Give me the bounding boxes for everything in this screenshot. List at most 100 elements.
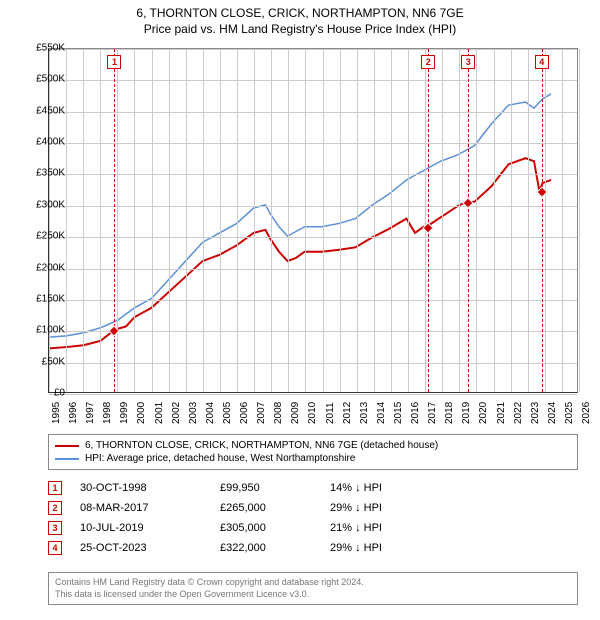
gridline-v: [528, 49, 529, 392]
event-price: £99,950: [220, 482, 330, 494]
event-table-row: 310-JUL-2019£305,00021% ↓ HPI: [48, 518, 578, 538]
event-date: 08-MAR-2017: [80, 502, 220, 514]
x-axis-label: 2013: [359, 402, 370, 424]
event-date: 25-OCT-2023: [80, 542, 220, 554]
x-axis-label: 2018: [444, 402, 455, 424]
event-table-row: 4 25-OCT-2023£322,00029% ↓ HPI: [48, 538, 578, 558]
x-axis-label: 2017: [427, 402, 438, 424]
gridline-v: [237, 49, 238, 392]
y-axis-label: £100K: [36, 325, 65, 336]
title-block: 6, THORNTON CLOSE, CRICK, NORTHAMPTON, N…: [0, 0, 600, 38]
chart-svg: [49, 49, 577, 392]
x-axis-label: 2001: [154, 402, 165, 424]
gridline-h: [49, 80, 577, 81]
gridline-h: [49, 394, 577, 395]
event-num: 1: [48, 481, 62, 495]
gridline-v: [442, 49, 443, 392]
gridline-h: [49, 237, 577, 238]
event-diff: 29% ↓ HPI: [330, 502, 440, 514]
gridline-v: [134, 49, 135, 392]
event-diff: 29% ↓ HPI: [330, 542, 440, 554]
legend-label: HPI: Average price, detached house, West…: [85, 453, 355, 464]
x-axis-label: 2022: [513, 402, 524, 424]
chart-plot-area: 1234: [48, 48, 578, 393]
legend-row: 6, THORNTON CLOSE, CRICK, NORTHAMPTON, N…: [55, 439, 571, 452]
y-axis-label: £0: [54, 388, 65, 399]
gridline-v: [408, 49, 409, 392]
chart-container: 6, THORNTON CLOSE, CRICK, NORTHAMPTON, N…: [0, 0, 600, 620]
x-axis-label: 1996: [68, 402, 79, 424]
gridline-h: [49, 143, 577, 144]
gridline-h: [49, 363, 577, 364]
gridline-v: [494, 49, 495, 392]
gridline-v: [83, 49, 84, 392]
events-table: 1 30-OCT-1998£99,95014% ↓ HPI 208-MAR-2017…: [48, 478, 578, 558]
gridline-h: [49, 174, 577, 175]
gridline-v: [220, 49, 221, 392]
gridline-v: [152, 49, 153, 392]
y-axis-label: £500K: [36, 74, 65, 85]
gridline-v: [66, 49, 67, 392]
event-table-row: 1 30-OCT-1998£99,95014% ↓ HPI: [48, 478, 578, 498]
y-axis-label: £400K: [36, 137, 65, 148]
y-axis-label: £150K: [36, 293, 65, 304]
y-axis-label: £50K: [42, 356, 65, 367]
event-table-row: 208-MAR-2017£265,00029% ↓ HPI: [48, 498, 578, 518]
x-axis-label: 2011: [325, 402, 336, 424]
event-price: £265,000: [220, 502, 330, 514]
x-axis-label: 2006: [239, 402, 250, 424]
x-axis-label: 2003: [188, 402, 199, 424]
gridline-v: [186, 49, 187, 392]
footer-line: Contains HM Land Registry data © Crown c…: [55, 577, 571, 589]
gridline-h: [49, 206, 577, 207]
gridline-v: [288, 49, 289, 392]
gridline-h: [49, 112, 577, 113]
event-price: £305,000: [220, 522, 330, 534]
x-axis-label: 2002: [171, 402, 182, 424]
y-axis-label: £250K: [36, 231, 65, 242]
x-axis-label: 2019: [461, 402, 472, 424]
event-diff: 14% ↓ HPI: [330, 482, 440, 494]
gridline-h: [49, 300, 577, 301]
event-date: 30-OCT-1998: [80, 482, 220, 494]
x-axis-label: 2020: [478, 402, 489, 424]
gridline-v: [425, 49, 426, 392]
gridline-v: [305, 49, 306, 392]
gridline-v: [340, 49, 341, 392]
x-axis-label: 2010: [307, 402, 318, 424]
event-date: 10-JUL-2019: [80, 522, 220, 534]
legend-swatch-2: [55, 458, 79, 460]
gridline-h: [49, 331, 577, 332]
gridline-v: [169, 49, 170, 392]
event-marker: 2: [421, 55, 435, 69]
gridline-v: [562, 49, 563, 392]
footer-line: This data is licensed under the Open Gov…: [55, 589, 571, 601]
event-line: [428, 49, 429, 392]
x-axis-label: 1997: [85, 402, 96, 424]
gridline-v: [459, 49, 460, 392]
gridline-v: [374, 49, 375, 392]
x-axis-label: 2000: [136, 402, 147, 424]
gridline-v: [545, 49, 546, 392]
x-axis-label: 2007: [256, 402, 267, 424]
x-axis-label: 1998: [102, 402, 113, 424]
x-axis-label: 2023: [530, 402, 541, 424]
event-diff: 21% ↓ HPI: [330, 522, 440, 534]
title-subtitle: Price paid vs. HM Land Registry's House …: [0, 22, 600, 36]
gridline-v: [49, 49, 50, 392]
x-axis-label: 2026: [581, 402, 592, 424]
gridline-v: [391, 49, 392, 392]
event-price: £322,000: [220, 542, 330, 554]
y-axis-label: £450K: [36, 105, 65, 116]
event-num: 4: [48, 541, 62, 555]
y-axis-label: £300K: [36, 199, 65, 210]
title-address: 6, THORNTON CLOSE, CRICK, NORTHAMPTON, N…: [0, 6, 600, 20]
legend-row: HPI: Average price, detached house, West…: [55, 452, 571, 465]
gridline-v: [100, 49, 101, 392]
x-axis-label: 2015: [393, 402, 404, 424]
gridline-v: [117, 49, 118, 392]
gridline-h: [49, 269, 577, 270]
legend-swatch-1: [55, 445, 79, 447]
x-axis-label: 2016: [410, 402, 421, 424]
gridline-v: [323, 49, 324, 392]
